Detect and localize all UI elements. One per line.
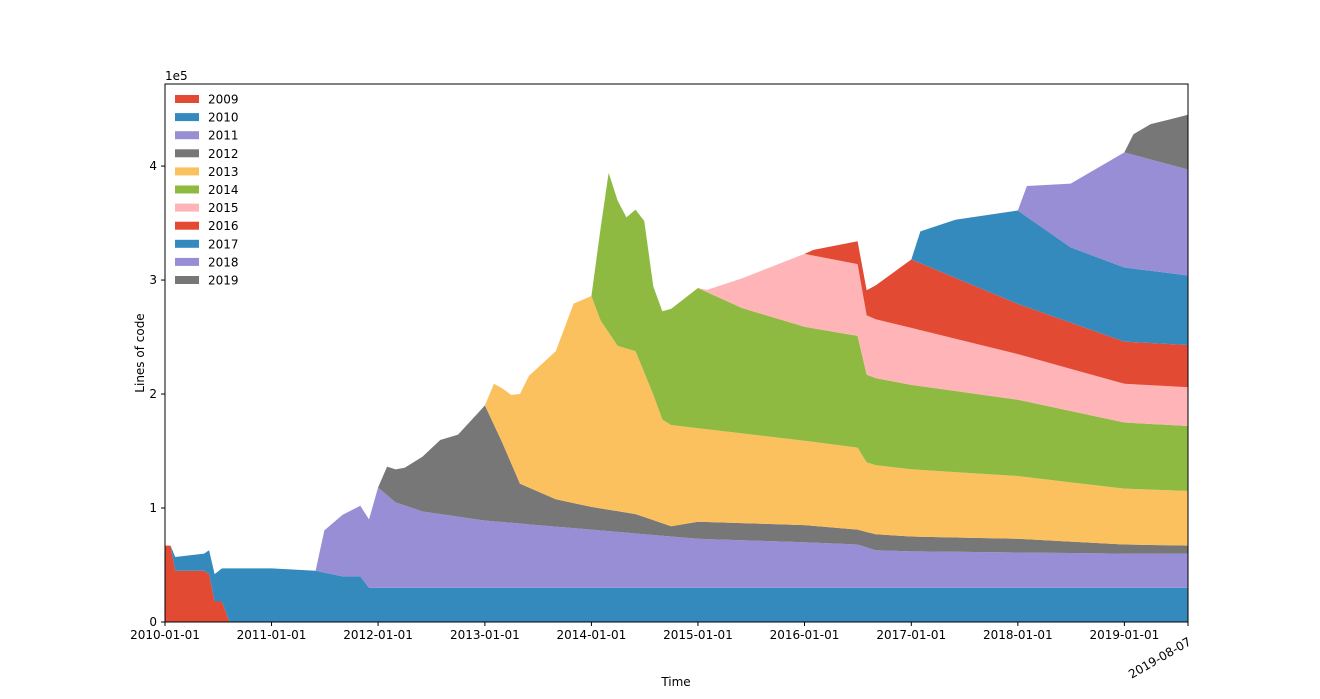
x-tick-label: 2017-01-01: [876, 628, 946, 642]
area-series-2018: [165, 152, 1188, 575]
legend-label-2017: 2017: [208, 237, 239, 251]
legend-label-2018: 2018: [208, 255, 239, 269]
legend-swatch-2016: [175, 221, 199, 230]
legend-label-2013: 2013: [208, 165, 239, 179]
area-series-2016: [165, 172, 1188, 575]
y-tick-label: 4: [149, 159, 157, 173]
legend-swatch-2018: [175, 257, 199, 266]
x-tick-label: 2016-01-01: [770, 628, 840, 642]
legend-swatch-2015: [175, 203, 199, 212]
legend-label-2011: 2011: [208, 129, 239, 143]
legend-label-2016: 2016: [208, 219, 239, 233]
x-tick-label: 2013-01-01: [450, 628, 520, 642]
area-series-2015: [165, 172, 1188, 575]
area-series-2014: [165, 172, 1188, 575]
x-tick-label: 2015-01-01: [663, 628, 733, 642]
y-axis: 0 1 2 3 4: [149, 159, 165, 629]
legend-label-2014: 2014: [208, 183, 239, 197]
x-tick-label: 2011-01-01: [237, 628, 307, 642]
x-tick-label: 2014-01-01: [557, 628, 627, 642]
area-series-2011: [165, 487, 1188, 588]
legend-label-2010: 2010: [208, 111, 239, 125]
y-tick-label: 2: [149, 387, 157, 401]
area-layer: [165, 114, 1188, 622]
x-tick-label: 2012-01-01: [343, 628, 413, 642]
legend-swatch-2013: [175, 167, 199, 176]
legend-label-2015: 2015: [208, 201, 239, 215]
legend-swatch-2010: [175, 113, 199, 122]
y-tick-label: 0: [149, 615, 157, 629]
x-tick-label: 2018-01-01: [983, 628, 1053, 642]
plot-frame: [164, 83, 1189, 623]
legend-label-2019: 2019: [208, 274, 239, 288]
legend-label-2012: 2012: [208, 147, 239, 161]
legend: 2009 2010 2011 2012 2013 2014 2015 2016 2017 2018…: [175, 93, 239, 288]
y-offset-text: 1e5: [165, 69, 188, 83]
legend-swatch-2011: [175, 131, 199, 140]
legend-swatch-2012: [175, 149, 199, 158]
y-tick-label: 1: [149, 501, 157, 515]
area-series-2010: [165, 545, 1188, 622]
x-axis: 2010-01-01 2011-01-01 2012-01-01 2013-01-01…: [130, 622, 1194, 681]
y-tick-label: 3: [149, 273, 157, 287]
legend-swatch-2009: [175, 95, 199, 103]
x-tick-label: 2010-01-01: [130, 628, 200, 642]
legend-swatch-2017: [175, 239, 199, 248]
legend-label-2009: 2009: [208, 93, 239, 107]
legend-swatch-2019: [175, 276, 199, 284]
area-series-2013: [165, 296, 1188, 575]
y-axis-label: Lines of code: [133, 313, 147, 392]
legend-swatch-2014: [175, 185, 199, 194]
x-axis-label: Time: [660, 675, 690, 689]
x-tick-label: 2019-01-01: [1089, 628, 1159, 642]
